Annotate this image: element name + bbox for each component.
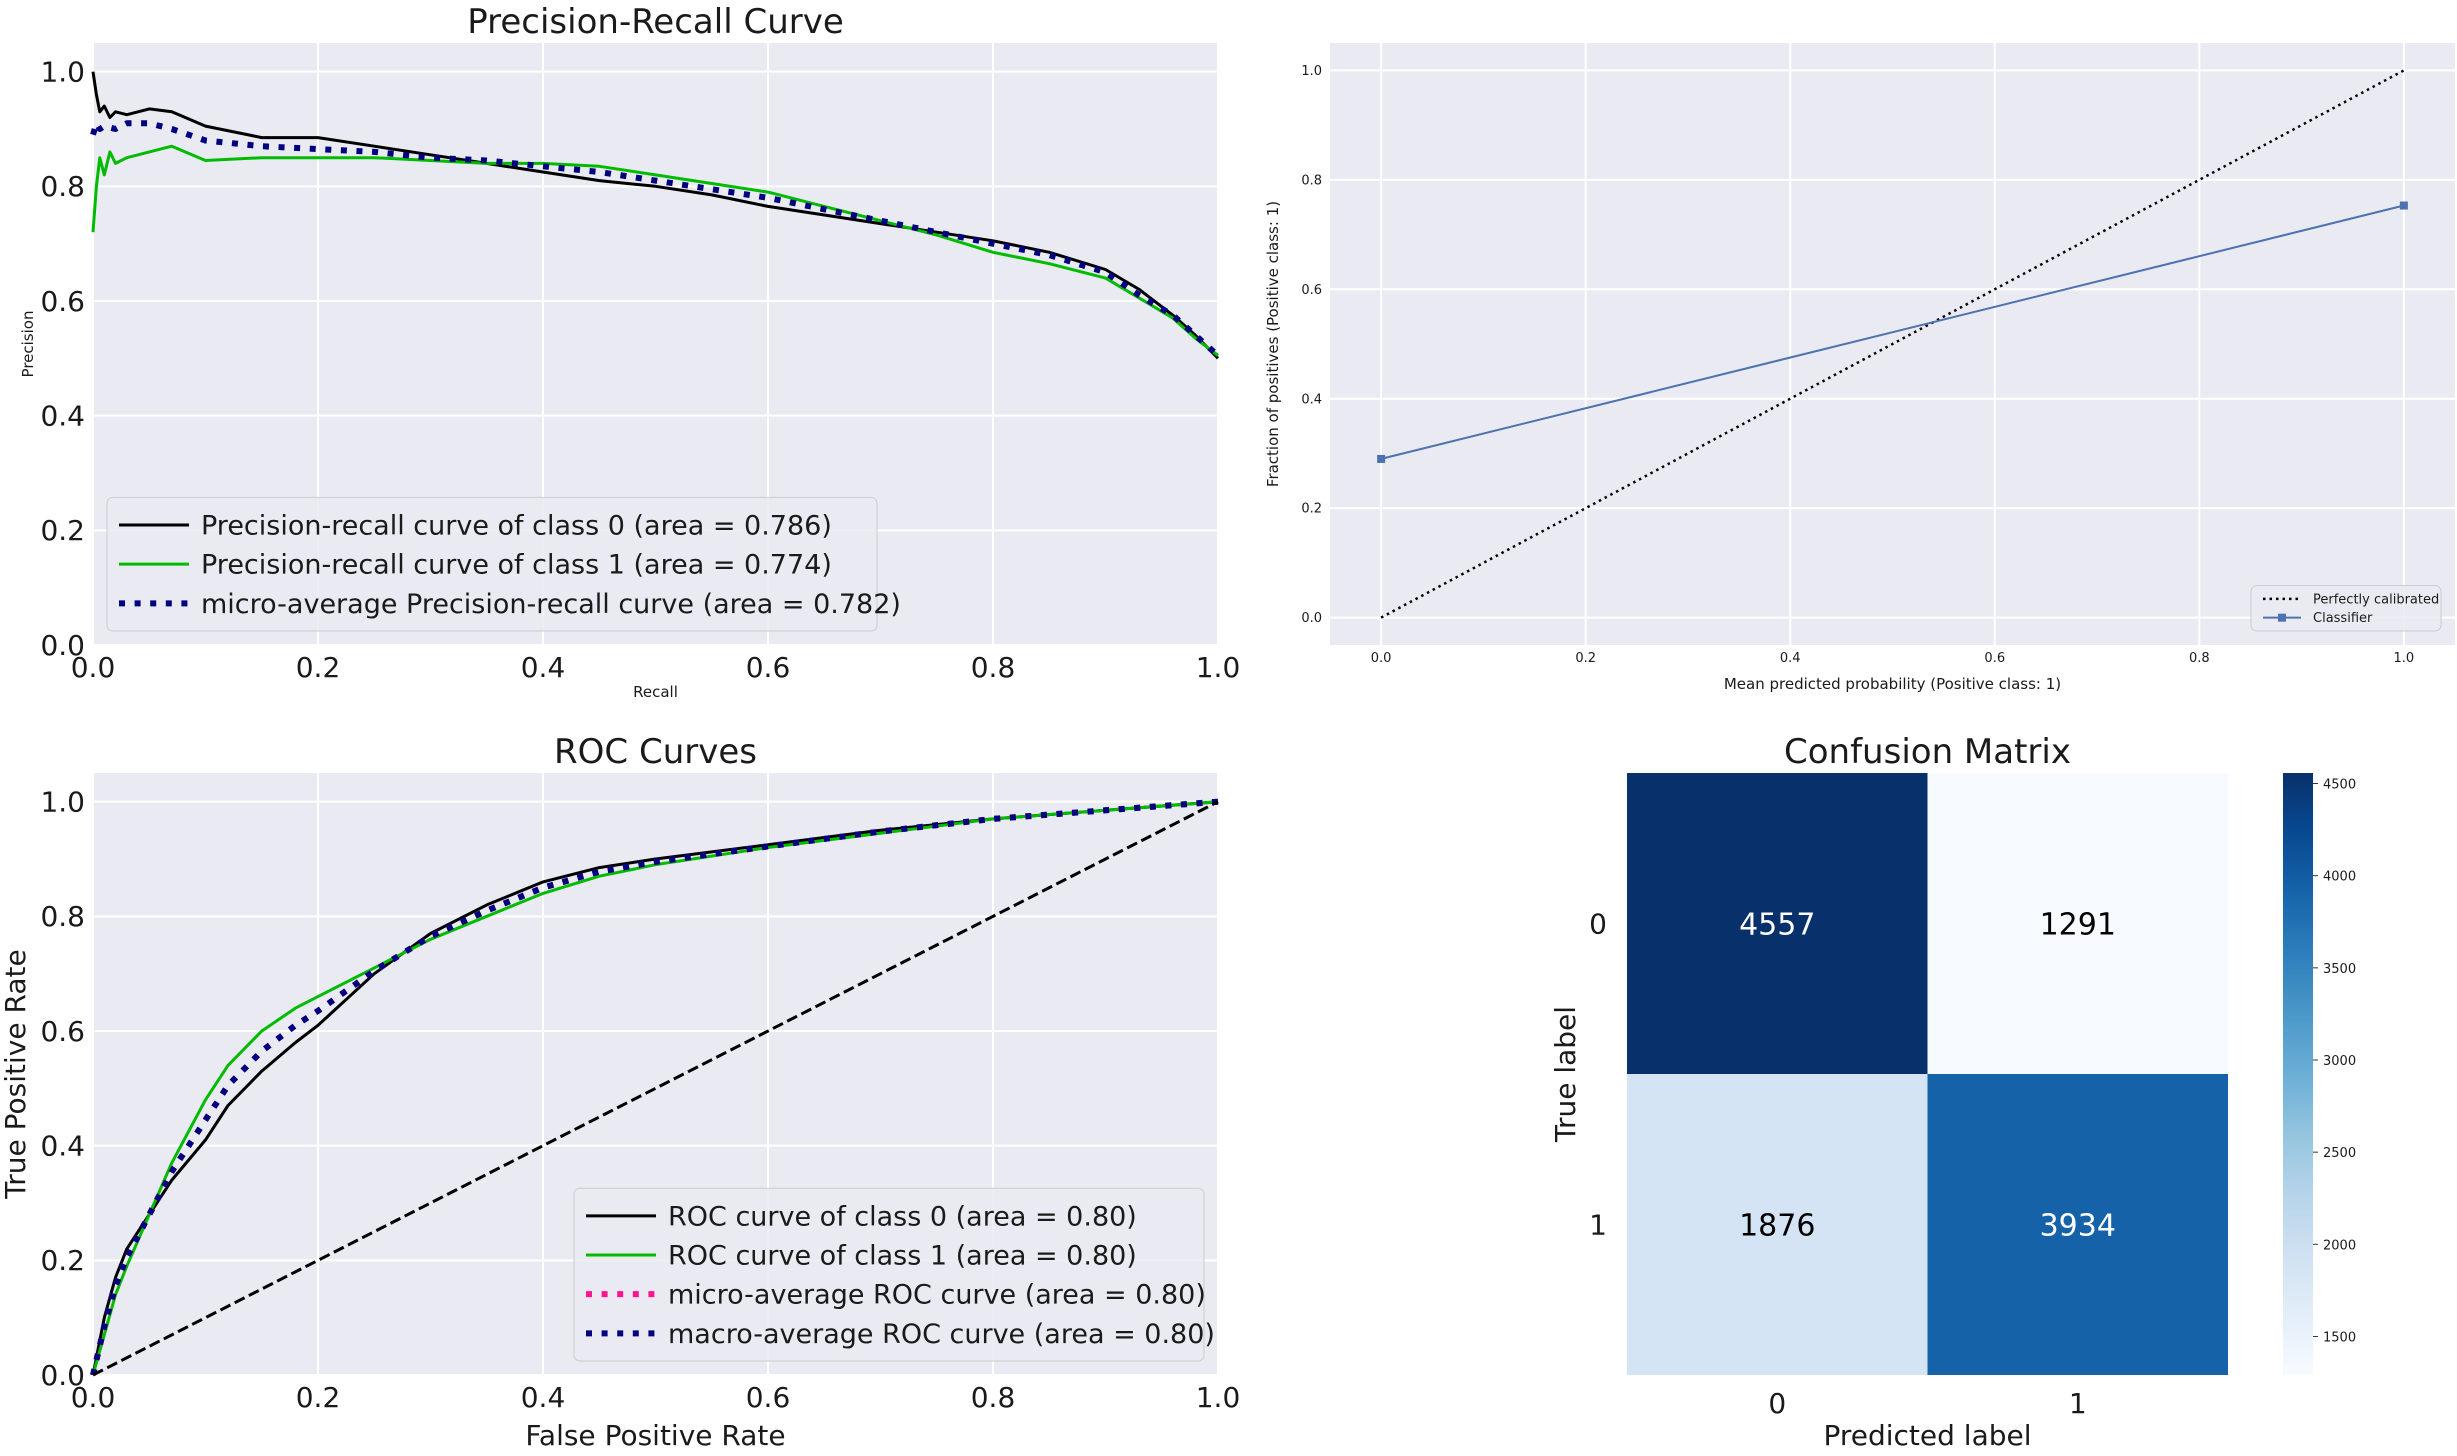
legend-entry: Precision-recall curve of class 0 (area … [201,510,832,541]
y-tick-label: 0.2 [1301,502,1322,517]
x-tick-label: 0.4 [1780,651,1801,666]
x-tick-label: 0.0 [71,1381,116,1414]
legend-entry: Classifier [2313,611,2373,626]
colorbar-tick-label: 3000 [2323,1054,2356,1069]
x-axis-label: Predicted label [1823,1419,2031,1452]
x-tick-label: 0.6 [1984,651,2005,666]
y-tick-label: 0 [1589,908,1607,941]
legend-box [2250,585,2442,632]
legend: Precision-recall curve of class 0 (area … [106,496,901,632]
series-line-3 [90,798,1219,1376]
heatmap-cell [1927,773,2228,1074]
x-tick-label: 0.4 [521,651,566,684]
colorbar-tick-label: 3500 [2323,962,2356,977]
legend: ROC curve of class 0 (area = 0.80) ROC cu… [573,1187,1215,1362]
y-tick-label: 0.2 [40,514,85,547]
cell-value: 3934 [2040,1209,2116,1244]
legend-entry: macro-average ROC curve (area = 0.80) [668,1319,1215,1350]
x-tick-label: 0.8 [971,651,1016,684]
x-tick-label: 0.0 [71,651,116,684]
y-tick-label: 0.8 [1301,173,1322,188]
colorbar-tick-label: 4500 [2323,778,2356,793]
x-tick-label: 0.2 [1575,651,1596,666]
y-tick-label: 0.6 [1301,283,1322,298]
x-tick-label: 0.6 [746,651,791,684]
heatmap-cell [1927,1074,2228,1375]
y-tick-label: 0.8 [40,170,85,203]
legend-box [573,1187,1205,1362]
legend-entry: Perfectly calibrated [2313,592,2439,607]
y-tick-label: 0.8 [40,900,85,933]
legend-box [106,496,878,632]
y-axis-label: Fraction of positives (Positive class: 1… [1264,201,1282,487]
legend-entry: ROC curve of class 0 (area = 0.80) [668,1201,1137,1232]
cell-value: 4557 [1739,908,1815,943]
x-tick-label: 0 [1768,1387,1786,1420]
x-tick-label: 0.2 [296,651,341,684]
colorbar-tick-label: 1500 [2323,1330,2356,1345]
y-tick-label: 0.4 [40,1129,85,1162]
y-tick-label: 1.0 [40,785,85,818]
y-tick-label: 0.0 [1301,611,1322,626]
y-tick-label: 0.4 [40,399,85,432]
chart-0: 0.0 0.2 0.4 0.6 0.8 1.0 0.0 0.2 0.4 0.6 0.8 1.0 Prec… [19,2,1240,701]
y-tick-label: 0.0 [40,1359,85,1392]
chart-1: 0.0 0.2 0.4 0.6 0.8 1.0 0.0 0.2 0.4 0.6 0.8 1.0 Mean… [1264,43,2455,693]
y-tick-label: 0.4 [1301,392,1322,407]
y-tick-label: 0.0 [40,629,85,662]
y-tick-label: 0.6 [40,1015,85,1048]
data-point [1377,454,1386,463]
legend-entry: Precision-recall curve of class 1 (area … [201,550,832,581]
chart-title: Precision-Recall Curve [467,2,844,42]
x-tick-label: 1.0 [2394,651,2415,666]
cell-value: 1876 [1739,1209,1815,1244]
y-tick-label: 1.0 [40,55,85,88]
chart-title: Confusion Matrix [1784,732,2071,772]
series-line-4 [92,800,1219,1377]
x-tick-label: 0.8 [2189,651,2210,666]
x-tick-label: 0.2 [296,1381,341,1414]
x-tick-label: 1.0 [1196,651,1241,684]
data-point [2399,201,2408,210]
legend-entry: micro-average Precision-recall curve (ar… [201,589,901,620]
x-tick-label: 1 [2069,1387,2087,1420]
series-line-2 [90,120,1220,358]
x-axis-label: False Positive Rate [525,1419,785,1452]
x-tick-label: 0.4 [521,1381,566,1414]
legend: Perfectly calibrated Classifier [2250,585,2442,632]
y-axis-label: True label [1549,1006,1582,1143]
legend-entry: micro-average ROC curve (area = 0.80) [668,1280,1206,1311]
y-tick-label: 0.6 [40,285,85,318]
x-tick-label: 1.0 [1196,1381,1241,1414]
y-tick-label: 1.0 [1301,64,1322,79]
chart-2: 0.0 0.2 0.4 0.6 0.8 1.0 0.0 0.2 0.4 0.6 0.8 1.0 ROC … [0,732,1240,1452]
x-axis-label: Mean predicted probability (Positive cla… [1724,675,2061,693]
y-axis-label: Precision [19,311,37,378]
x-tick-label: 0.8 [971,1381,1016,1414]
y-axis-label: True Positive Rate [0,949,32,1199]
x-tick-label: 0.0 [1371,651,1392,666]
series-line-1 [1380,204,2405,460]
series-line-0 [1380,69,2405,619]
cell-value: 1291 [2040,908,2116,943]
colorbar-tick-label: 4000 [2323,870,2356,885]
heatmap-cell [1627,773,1928,1074]
x-tick-label: 0.6 [746,1381,791,1414]
y-tick-label: 0.2 [40,1244,85,1277]
heatmap-cell [1627,1074,1928,1375]
chart-title: ROC Curves [554,732,757,772]
legend-entry: ROC curve of class 1 (area = 0.80) [668,1240,1137,1271]
colorbar-tick-label: 2500 [2323,1146,2356,1161]
chart-3: 4557 1291 1876 3934 Confusion Matrix 0 1 0 1 Pred… [1549,732,2356,1452]
colorbar [2283,773,2313,1375]
legend-marker [2278,613,2286,622]
x-axis-label: Recall [633,683,678,701]
colorbar-tick-label: 2000 [2323,1238,2356,1253]
series-line-0 [91,71,1220,360]
y-tick-label: 1 [1589,1209,1607,1242]
